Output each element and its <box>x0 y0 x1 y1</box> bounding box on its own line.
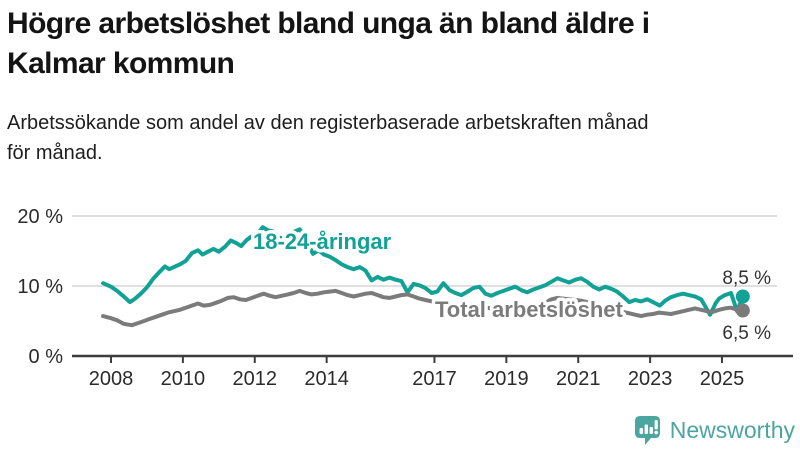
page-title: Högre arbetslöshet bland unga än bland ä… <box>7 4 795 84</box>
page-title-line2: Kalmar kommun <box>7 47 235 80</box>
x-tick-label: 2012 <box>233 368 278 390</box>
y-tick-label: 20 % <box>17 206 63 228</box>
newsworthy-logo[interactable]: Newsworthy <box>634 415 795 446</box>
end-value-label-total: 6,5 % <box>722 323 771 344</box>
x-tick-label: 2017 <box>412 368 457 390</box>
chart-subtitle-line1: Arbetssökande som andel av den registerb… <box>7 112 649 134</box>
chart-header: Högre arbetslöshet bland unga än bland ä… <box>7 4 795 168</box>
x-tick-label: 2010 <box>161 368 206 390</box>
series-end-dot-0 <box>735 289 750 304</box>
gridlines: 0 % 10 % 20 % <box>17 206 777 368</box>
x-tick-label: 2023 <box>628 368 673 390</box>
series-label-youth: 18-24-åringar <box>253 229 392 254</box>
newsworthy-logo-text: Newsworthy <box>669 417 795 443</box>
x-tick-label: 2025 <box>700 368 745 390</box>
x-tick-label: 2008 <box>89 368 134 390</box>
series-line-0 <box>101 225 745 317</box>
series-line-1 <box>101 288 745 328</box>
y-tick-label: 10 % <box>17 276 63 298</box>
chart-subtitle: Arbetssökande som andel av den registerb… <box>7 108 795 168</box>
series-label-total-halo: Total arbetslöshet <box>435 297 624 322</box>
x-tick-label: 2019 <box>484 368 529 390</box>
chart-subtitle-line2: för månad. <box>7 142 103 164</box>
series-end-dots <box>735 289 750 318</box>
x-tick-label: 2021 <box>556 368 601 390</box>
series-label-total: Total arbetslöshet <box>435 297 624 322</box>
end-value-labels: 8,5 % 6,5 % <box>722 268 771 344</box>
page-title-line1: Högre arbetslöshet bland unga än bland ä… <box>7 7 650 40</box>
series-lines <box>101 225 745 328</box>
end-value-label-youth: 8,5 % <box>722 268 771 289</box>
newsworthy-speech-bubble-bar-chart-icon <box>634 416 660 445</box>
series-labels: 18-24-åringar 18-24-åringar Total arbets… <box>250 226 628 326</box>
series-end-dot-1 <box>735 303 750 318</box>
series-label-youth-halo: 18-24-åringar <box>253 229 392 254</box>
y-tick-label: 0 % <box>29 346 64 368</box>
x-tick-label: 2014 <box>304 368 349 390</box>
x-axis: 2008 2010 2012 2014 2017 2019 2021 2023 2025 <box>72 354 793 390</box>
